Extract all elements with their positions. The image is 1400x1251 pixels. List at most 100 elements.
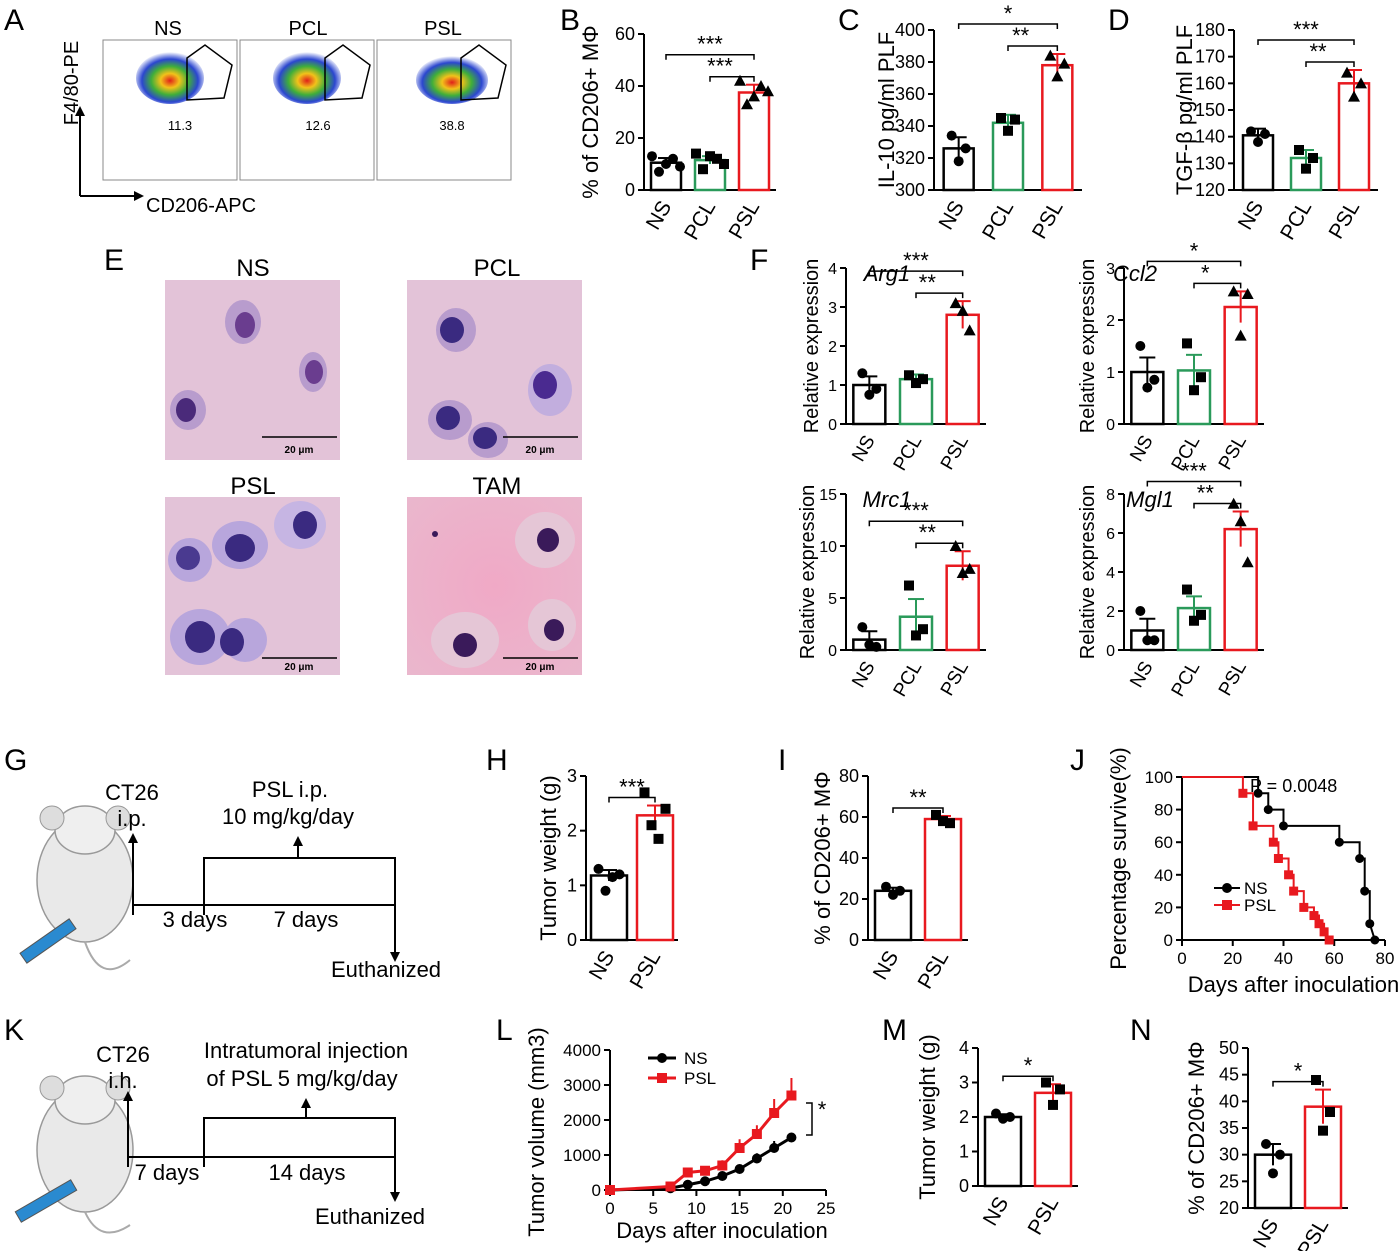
data-point: [1189, 385, 1199, 396]
data-point: [661, 159, 671, 169]
micrograph-title-pcl: PCL: [474, 255, 521, 282]
data-point: [734, 74, 746, 86]
significance-label: *: [1201, 260, 1210, 285]
micrograph-tam: 20 μm: [407, 497, 582, 675]
y-tick-label: 3: [959, 1073, 969, 1093]
bar-chart-m: 0 1 2 3 4 Tumor weight (g) NS PSL *: [915, 1034, 1078, 1239]
x-tick-label: PCL: [1276, 197, 1316, 244]
micrograph-title-psl: PSL: [230, 473, 275, 500]
y-tick-label: 3: [828, 300, 837, 317]
data-point: [675, 161, 685, 172]
growth-marker: [751, 1129, 762, 1139]
x-tick-label: NS: [1126, 432, 1157, 465]
data-point: [871, 641, 882, 652]
y-tick-label: 0: [1106, 417, 1115, 434]
y-tick-label: 2: [959, 1107, 969, 1127]
y-tick-label: 2: [828, 339, 837, 356]
data-point: [741, 98, 753, 110]
y-tick-label: 4: [959, 1038, 969, 1058]
x-tick-label: NS: [642, 197, 677, 234]
data-point: [1261, 1139, 1271, 1149]
survival-marker: [1284, 870, 1294, 880]
x-tick-label: NS: [934, 197, 969, 234]
data-point: [1227, 285, 1240, 297]
growth-line-psl: [609, 1094, 793, 1192]
data-point: [593, 863, 604, 874]
bar-chart-b: 0 20 40 60 % of CD206+ MΦ NS PCL PSL ******: [578, 24, 776, 244]
mouse-illustration-g: [19, 805, 134, 971]
y-tick-label: 0: [567, 930, 577, 950]
y-tick-label: 170: [1195, 47, 1225, 67]
y-tick-label: 180: [1195, 20, 1225, 40]
data-point: [1048, 1099, 1058, 1110]
y-axis-label: Relative expression: [1077, 485, 1099, 660]
y-tick-label: 45: [1219, 1065, 1239, 1085]
x-tick-label: PSL: [1294, 1215, 1334, 1251]
x-tick-label: PCL: [890, 432, 927, 475]
x-tick-label: PSL: [626, 947, 666, 993]
y-tick-label: 3: [1106, 261, 1115, 278]
data-point: [918, 374, 928, 385]
significance-label: **: [1309, 39, 1327, 64]
x-tick-label: 20: [1223, 949, 1242, 968]
significance-label: ***: [903, 498, 929, 523]
significance-label: **: [909, 785, 927, 810]
significance-label: **: [919, 270, 937, 295]
y-axis-label: TGF-β pg/ml PLF: [1172, 25, 1197, 195]
y-tick-label: 150: [1195, 100, 1225, 120]
micrograph-title-ns: NS: [236, 255, 269, 282]
data-point: [1135, 341, 1146, 351]
data-point: [1260, 129, 1270, 139]
y-tick-label: 60: [1154, 833, 1173, 852]
survival-marker: [1263, 805, 1273, 815]
growth-marker: [717, 1160, 728, 1171]
growth-marker: [751, 1153, 762, 1164]
significance-label: ***: [697, 32, 723, 57]
data-point: [762, 85, 774, 97]
growth-marker: [700, 1176, 711, 1187]
significance-bracket: [1007, 45, 1059, 51]
schematic-g-interval1: 3 days: [163, 907, 228, 932]
data-point: [1058, 57, 1071, 69]
data-point: [904, 580, 914, 591]
bar-chart-h: 0 1 2 3 Tumor weight (g) NS PSL ***: [536, 766, 678, 993]
bar-psl: [1223, 305, 1258, 426]
data-point: [698, 164, 708, 175]
bar-chart-n: 20 25 30 35 40 45 50 % of CD206+ MΦ NS PSL *: [1184, 1038, 1348, 1251]
y-axis-label: % of CD206+ MΦ: [578, 25, 603, 198]
panel-letter-l: L: [496, 1014, 513, 1047]
bar-psl: [923, 817, 963, 942]
data-point: [1341, 66, 1353, 78]
data-point: [963, 562, 976, 574]
micrograph-panel: NS PCL PSL TAM 20 μm 20 μm: [165, 255, 582, 675]
legend-marker: [1222, 883, 1232, 893]
survival-marker: [1289, 886, 1299, 896]
x-tick-label: 25: [817, 1199, 836, 1218]
x-tick-label: 15: [730, 1199, 749, 1218]
x-tick-label: PCL: [978, 197, 1018, 244]
growth-marker: [665, 1181, 676, 1192]
data-point: [1355, 77, 1367, 89]
data-point: [1301, 163, 1311, 174]
y-tick-label: 20: [615, 128, 635, 148]
significance-label: **: [1197, 481, 1215, 506]
flow-y-label: F4/80-PE: [61, 41, 83, 125]
data-point: [1142, 635, 1153, 646]
y-tick-label: 0: [828, 417, 837, 434]
y-tick-label: 380: [895, 52, 925, 72]
x-tick-label: PSL: [1024, 1193, 1064, 1239]
significance-bracket: [1272, 1080, 1324, 1087]
data-point: [668, 153, 678, 164]
micrograph-psl: 20 μm: [165, 497, 340, 675]
data-point: [712, 153, 722, 164]
x-tick-label: PSL: [1325, 197, 1365, 243]
data-point: [653, 833, 664, 844]
data-point: [1196, 372, 1206, 383]
data-point: [1149, 635, 1160, 646]
y-axis-label: Relative expression: [1077, 259, 1099, 434]
significance-bracket: [868, 520, 964, 527]
bar-chart-f-mgl1: 0 2 4 6 8 Relative expression Mgl1 NS PCL PSL ****…: [1077, 459, 1264, 701]
